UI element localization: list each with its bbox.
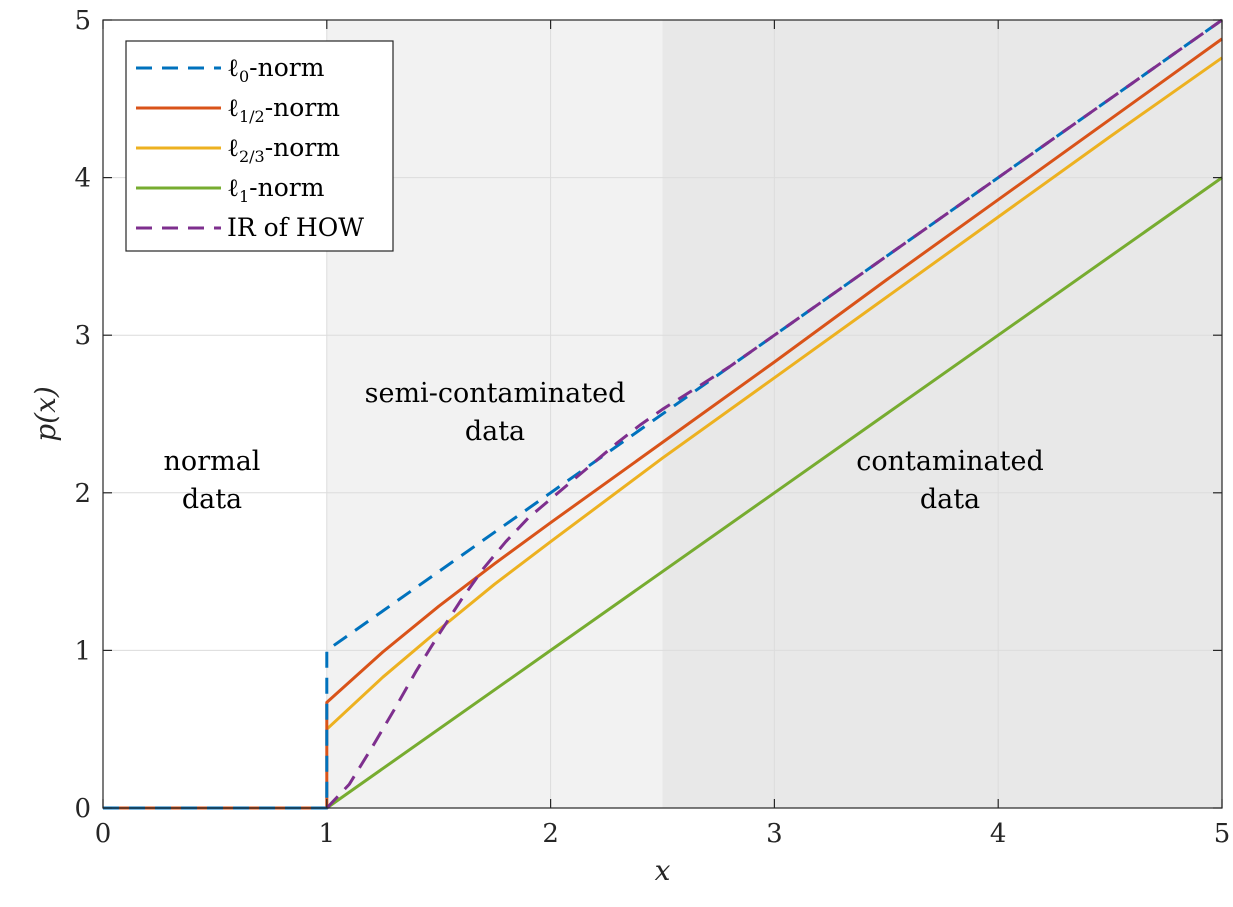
legend-label-3: ℓ1-norm [227,173,325,206]
y-tick-label-5: 5 [74,6,91,36]
legend-label-0-base: ℓ [227,53,239,82]
legend-label-2-base: ℓ [227,133,239,162]
y-tick-label-0: 0 [74,794,91,824]
contaminated-data-label-line-0: contaminated [856,446,1044,477]
x-tick-label-4: 4 [990,819,1007,849]
y-axis-label: p(x) [29,386,62,442]
semi-contaminated-data-label-line-0: semi-contaminated [365,378,626,409]
x-tick-label-1: 1 [319,819,336,849]
legend-label-0-sub: 0 [239,67,249,86]
semi-contaminated-data-label: semi-contaminated data [365,378,626,447]
contaminated-data-label-line-1: data [920,484,980,515]
normal-data-label-line-0: normal [164,446,261,477]
normal-data-label: normal data [164,446,261,515]
x-axis-label: x [655,854,671,887]
y-tick-label-1: 1 [74,636,91,666]
series-lines [103,18,1223,810]
legend-label-3-base: ℓ [227,173,239,202]
shaded-regions [326,20,1222,808]
legend-label-2-sub: 2/3 [239,147,265,166]
x-tick-label-3: 3 [766,819,783,849]
legend-label-1-sub: 1/2 [239,107,265,126]
semi-contaminated-data-label-line-1: data [465,416,525,447]
legend-label-1-suffix: -norm [265,93,341,122]
legend-box [125,40,394,252]
legend-label-2: ℓ2/3-norm [227,133,340,166]
series-line-4 [325,18,1223,810]
region-shade-1 [662,20,1222,808]
x-tick-label-2: 2 [542,819,559,849]
series-line-2 [325,56,1223,731]
plot-frame [102,19,1223,809]
legend-label-0-suffix: -norm [249,53,325,82]
legend-label-4-base: IR of HOW [227,213,364,242]
legend-label-1-base: ℓ [227,93,239,122]
x-tick-label-0: 0 [95,819,112,849]
legend-label-0: ℓ0-norm [227,53,325,86]
legend-label-1: ℓ1/2-norm [227,93,340,126]
x-tick-label-5: 5 [1214,819,1231,849]
y-tick-label-4: 4 [74,164,91,194]
legend-label-2-suffix: -norm [265,133,341,162]
series-line-1 [103,37,1223,810]
normal-data-label-line-1: data [182,484,242,515]
legend-label-3-suffix: -norm [249,173,325,202]
legend-label-4: IR of HOW [227,213,364,242]
contaminated-data-label: contaminated data [856,446,1044,515]
axis-ticks: 0 1 2 3 4 5 0 1 2 3 4 5 [74,6,1230,849]
legend-label-3-sub: 1 [239,187,249,206]
y-tick-label-2: 2 [74,479,91,509]
y-tick-label-3: 3 [74,321,91,351]
series-line-3 [325,176,1223,810]
